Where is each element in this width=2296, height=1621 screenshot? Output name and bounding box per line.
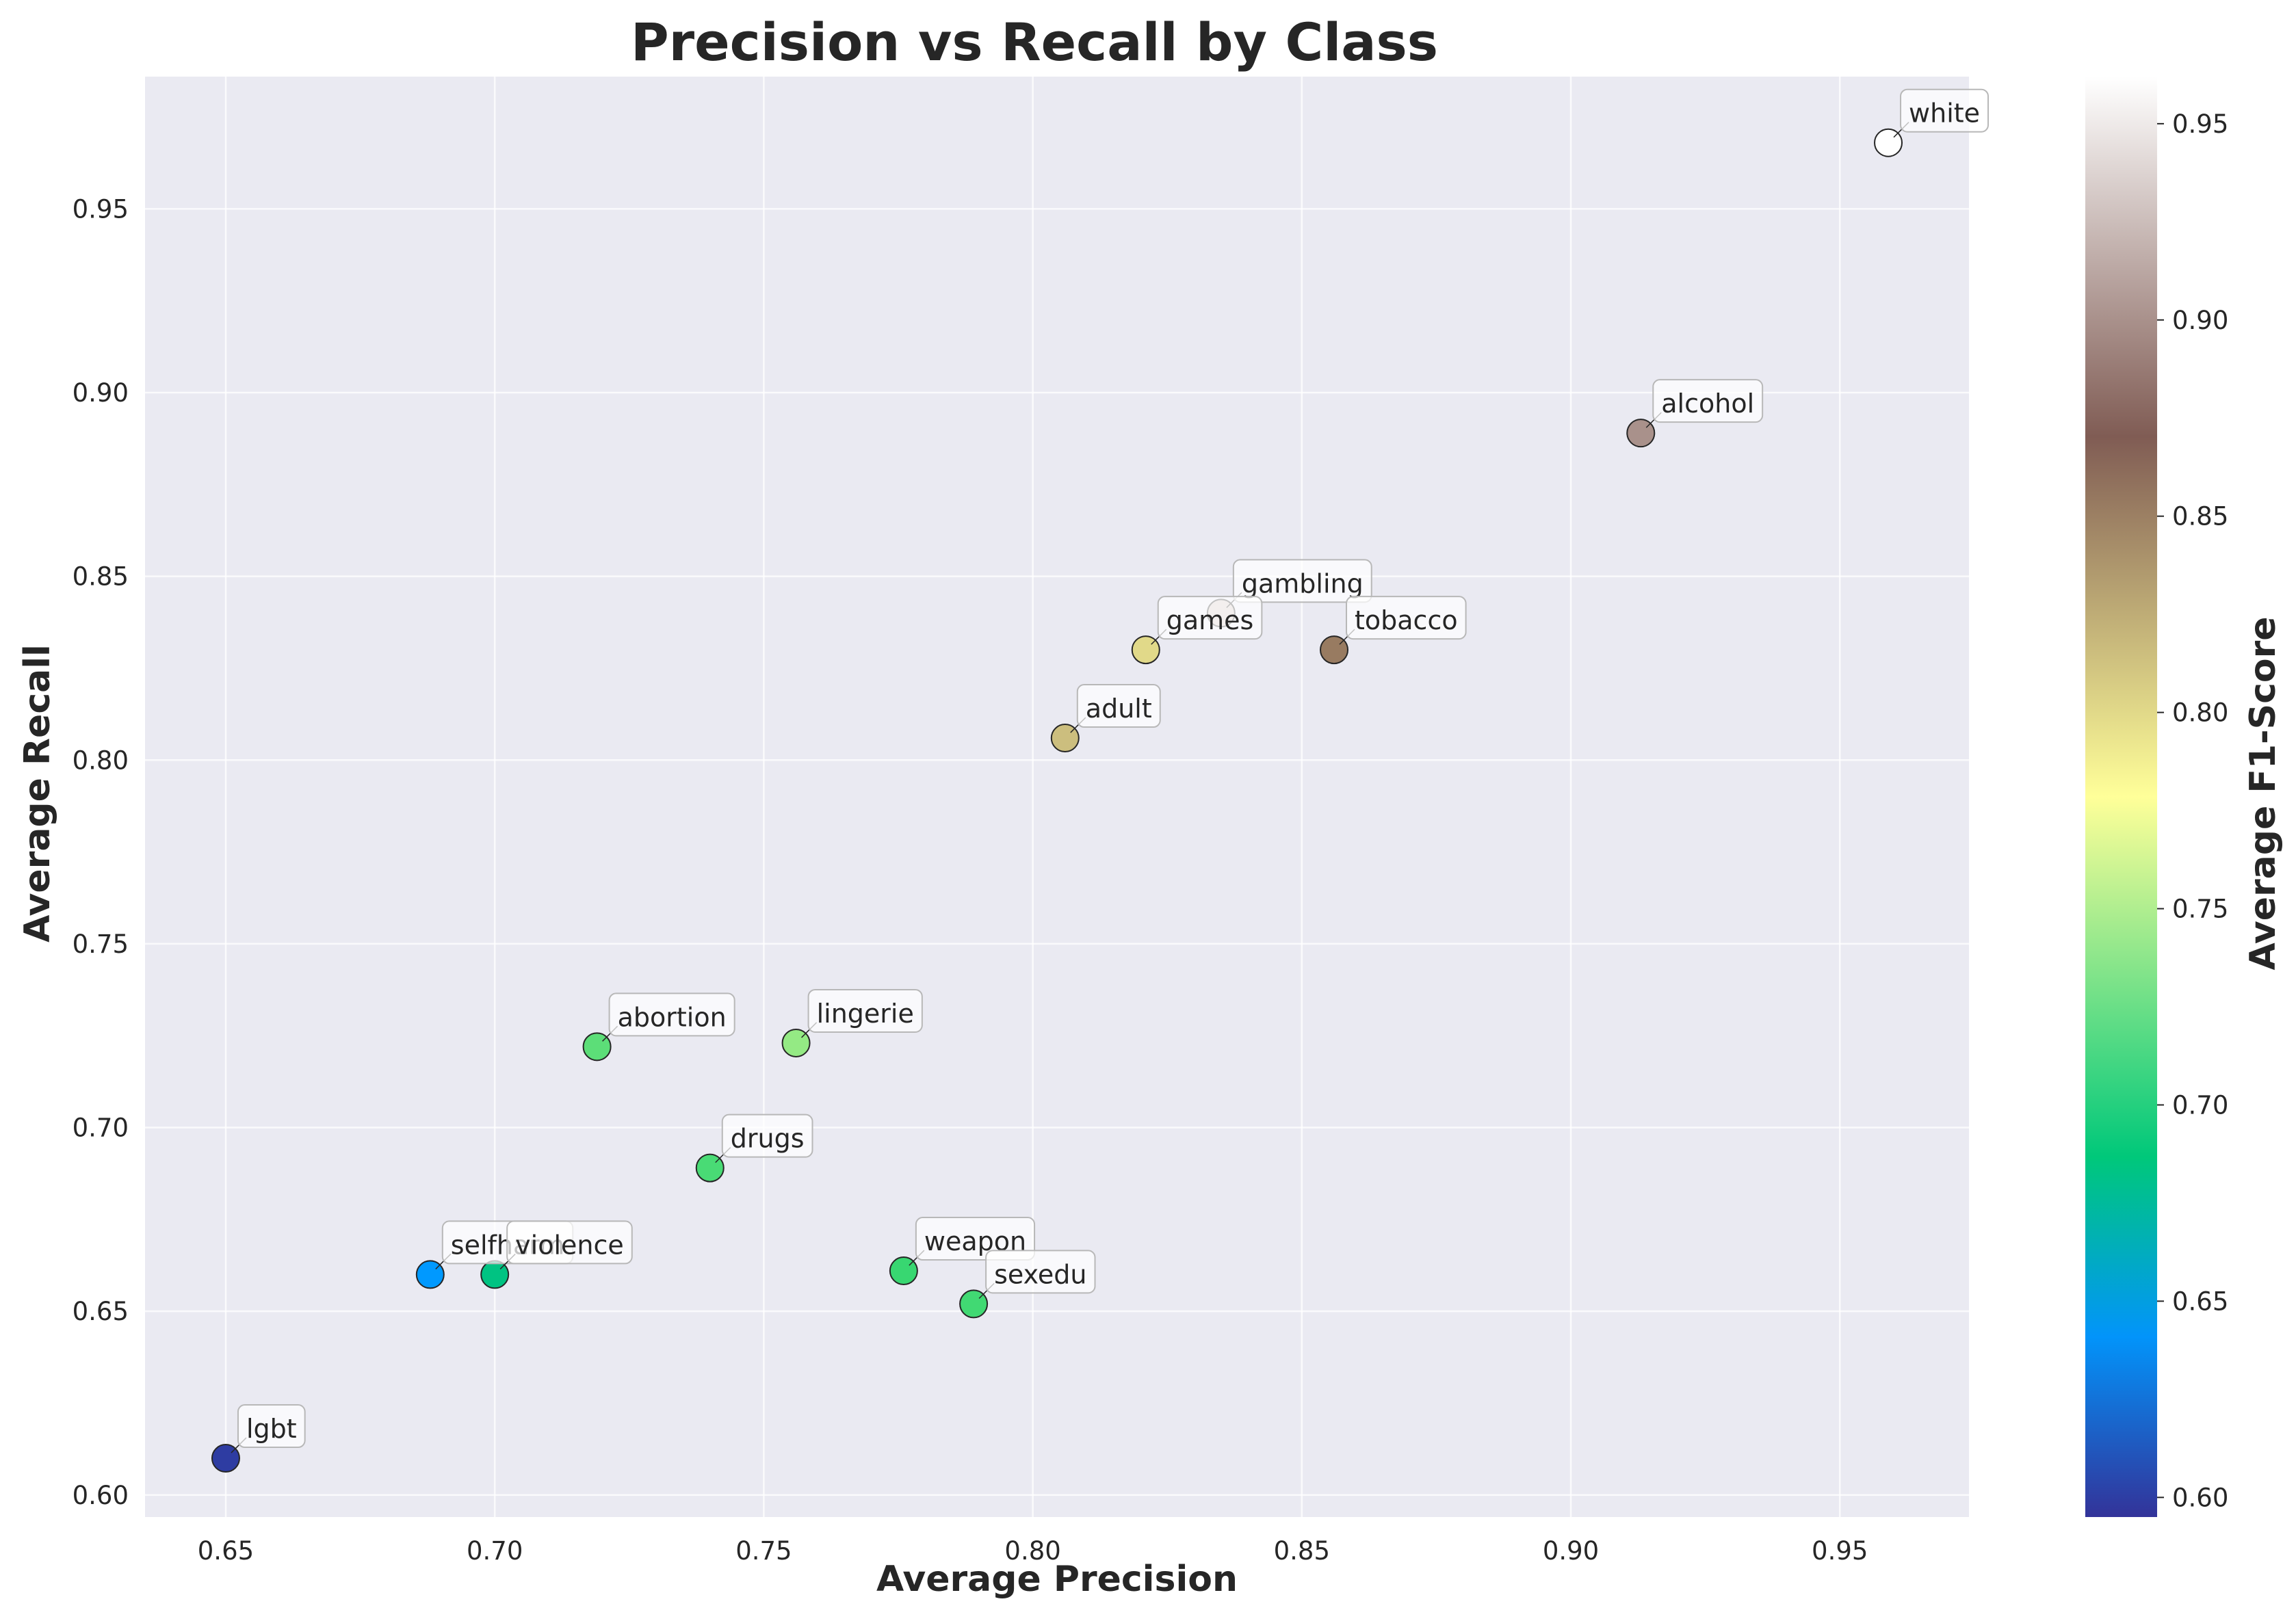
annotation-box [1652,379,1764,423]
y-axis-title: Average Recall [17,644,58,943]
point-label-text: games [1166,605,1254,635]
point-label-white: white [1893,88,1990,138]
point-label-sexedu: sexedu [978,1250,1096,1299]
chart-title: Precision vs Recall by Class [631,12,1438,73]
y-axis-ticks: 0.60 0.65 0.70 0.75 0.80 0.85 0.90 0.95 [73,194,129,1510]
point-label-gambling: gambling [1226,559,1372,608]
x-axis-ticks: 0.65 0.70 0.75 0.80 0.85 0.90 0.95 [198,1536,1868,1566]
x-tick-label: 0.65 [198,1536,254,1566]
point-label-text: alcohol [1661,388,1754,419]
colorbar-tick-label: 0.80 [2172,698,2228,728]
y-tick-label: 0.95 [73,194,129,224]
point-label-text: gambling [1242,568,1364,598]
point-label-tobacco: tobacco [1339,596,1467,645]
annotation-box [506,1220,633,1265]
point-label-alcohol: alcohol [1645,379,1764,428]
y-tick-label: 0.90 [73,378,129,408]
y-tick-label: 0.70 [73,1113,129,1143]
y-tick-label: 0.85 [73,562,129,592]
x-tick-label: 0.95 [1812,1536,1868,1566]
annotation-box [237,1404,306,1449]
annotation-box [1232,559,1372,603]
point-label-adult: adult [1070,684,1161,733]
x-tick-label: 0.90 [1543,1536,1599,1566]
y-tick-label: 0.65 [73,1297,129,1326]
point-label-text: lingerie [817,999,914,1029]
point-label-text: adult [1086,694,1152,724]
colorbar-title: Average F1-Score [2243,616,2284,970]
annotation-box [1157,596,1263,640]
annotation-box [807,988,923,1033]
x-tick-label: 0.80 [1004,1536,1060,1566]
point-label-abortion: abortion [602,992,735,1042]
annotation-box [915,1217,1036,1261]
point-label-lingerie: lingerie [801,988,923,1038]
colorbar-tick-label: 0.70 [2172,1090,2228,1120]
point-label-lgbt: lgbt [231,1404,306,1453]
y-tick-label: 0.75 [73,930,129,959]
point-label-text: abortion [618,1002,727,1032]
point-labels: white alcohol gambling games tobacco adult abo… [231,88,1990,1453]
colorbar-ticks: 0.60 0.65 0.70 0.75 0.80 0.85 0.90 0.95 [2157,109,2228,1512]
colorbar-tick-label: 0.60 [2172,1483,2228,1512]
colorbar-tick-label: 0.75 [2172,895,2228,924]
plot-area [145,77,1969,1517]
annotation-box [1076,684,1161,728]
point-label-text: tobacco [1355,605,1458,635]
colorbar-tick-label: 0.65 [2172,1287,2228,1316]
x-tick-label: 0.75 [735,1536,792,1566]
annotation-box [721,1113,813,1158]
colorbar [2085,77,2157,1517]
annotation-box [1346,596,1467,640]
colorbar-tick-label: 0.85 [2172,502,2228,531]
colorbar-tick-label: 0.95 [2172,109,2228,139]
point-label-text: violence [515,1230,624,1260]
point-label-violence: violence [499,1220,633,1269]
x-tick-label: 0.85 [1274,1536,1330,1566]
point-label-text: drugs [731,1124,805,1154]
colorbar-tick-label: 0.90 [2172,306,2228,335]
x-tick-label: 0.70 [467,1536,523,1566]
point-label-drugs: drugs [715,1113,813,1163]
point-label-text: sexedu [994,1259,1086,1289]
annotation-box [985,1250,1096,1294]
point-label-text: white [1909,98,1980,129]
point-label-games: games [1151,596,1263,645]
x-axis-title: Average Precision [876,1559,1238,1600]
y-tick-label: 0.80 [73,746,129,775]
annotation-box [1900,88,1990,133]
y-tick-label: 0.60 [73,1481,129,1510]
annotation-box [608,992,735,1037]
point-label-text: lgbt [246,1414,297,1444]
